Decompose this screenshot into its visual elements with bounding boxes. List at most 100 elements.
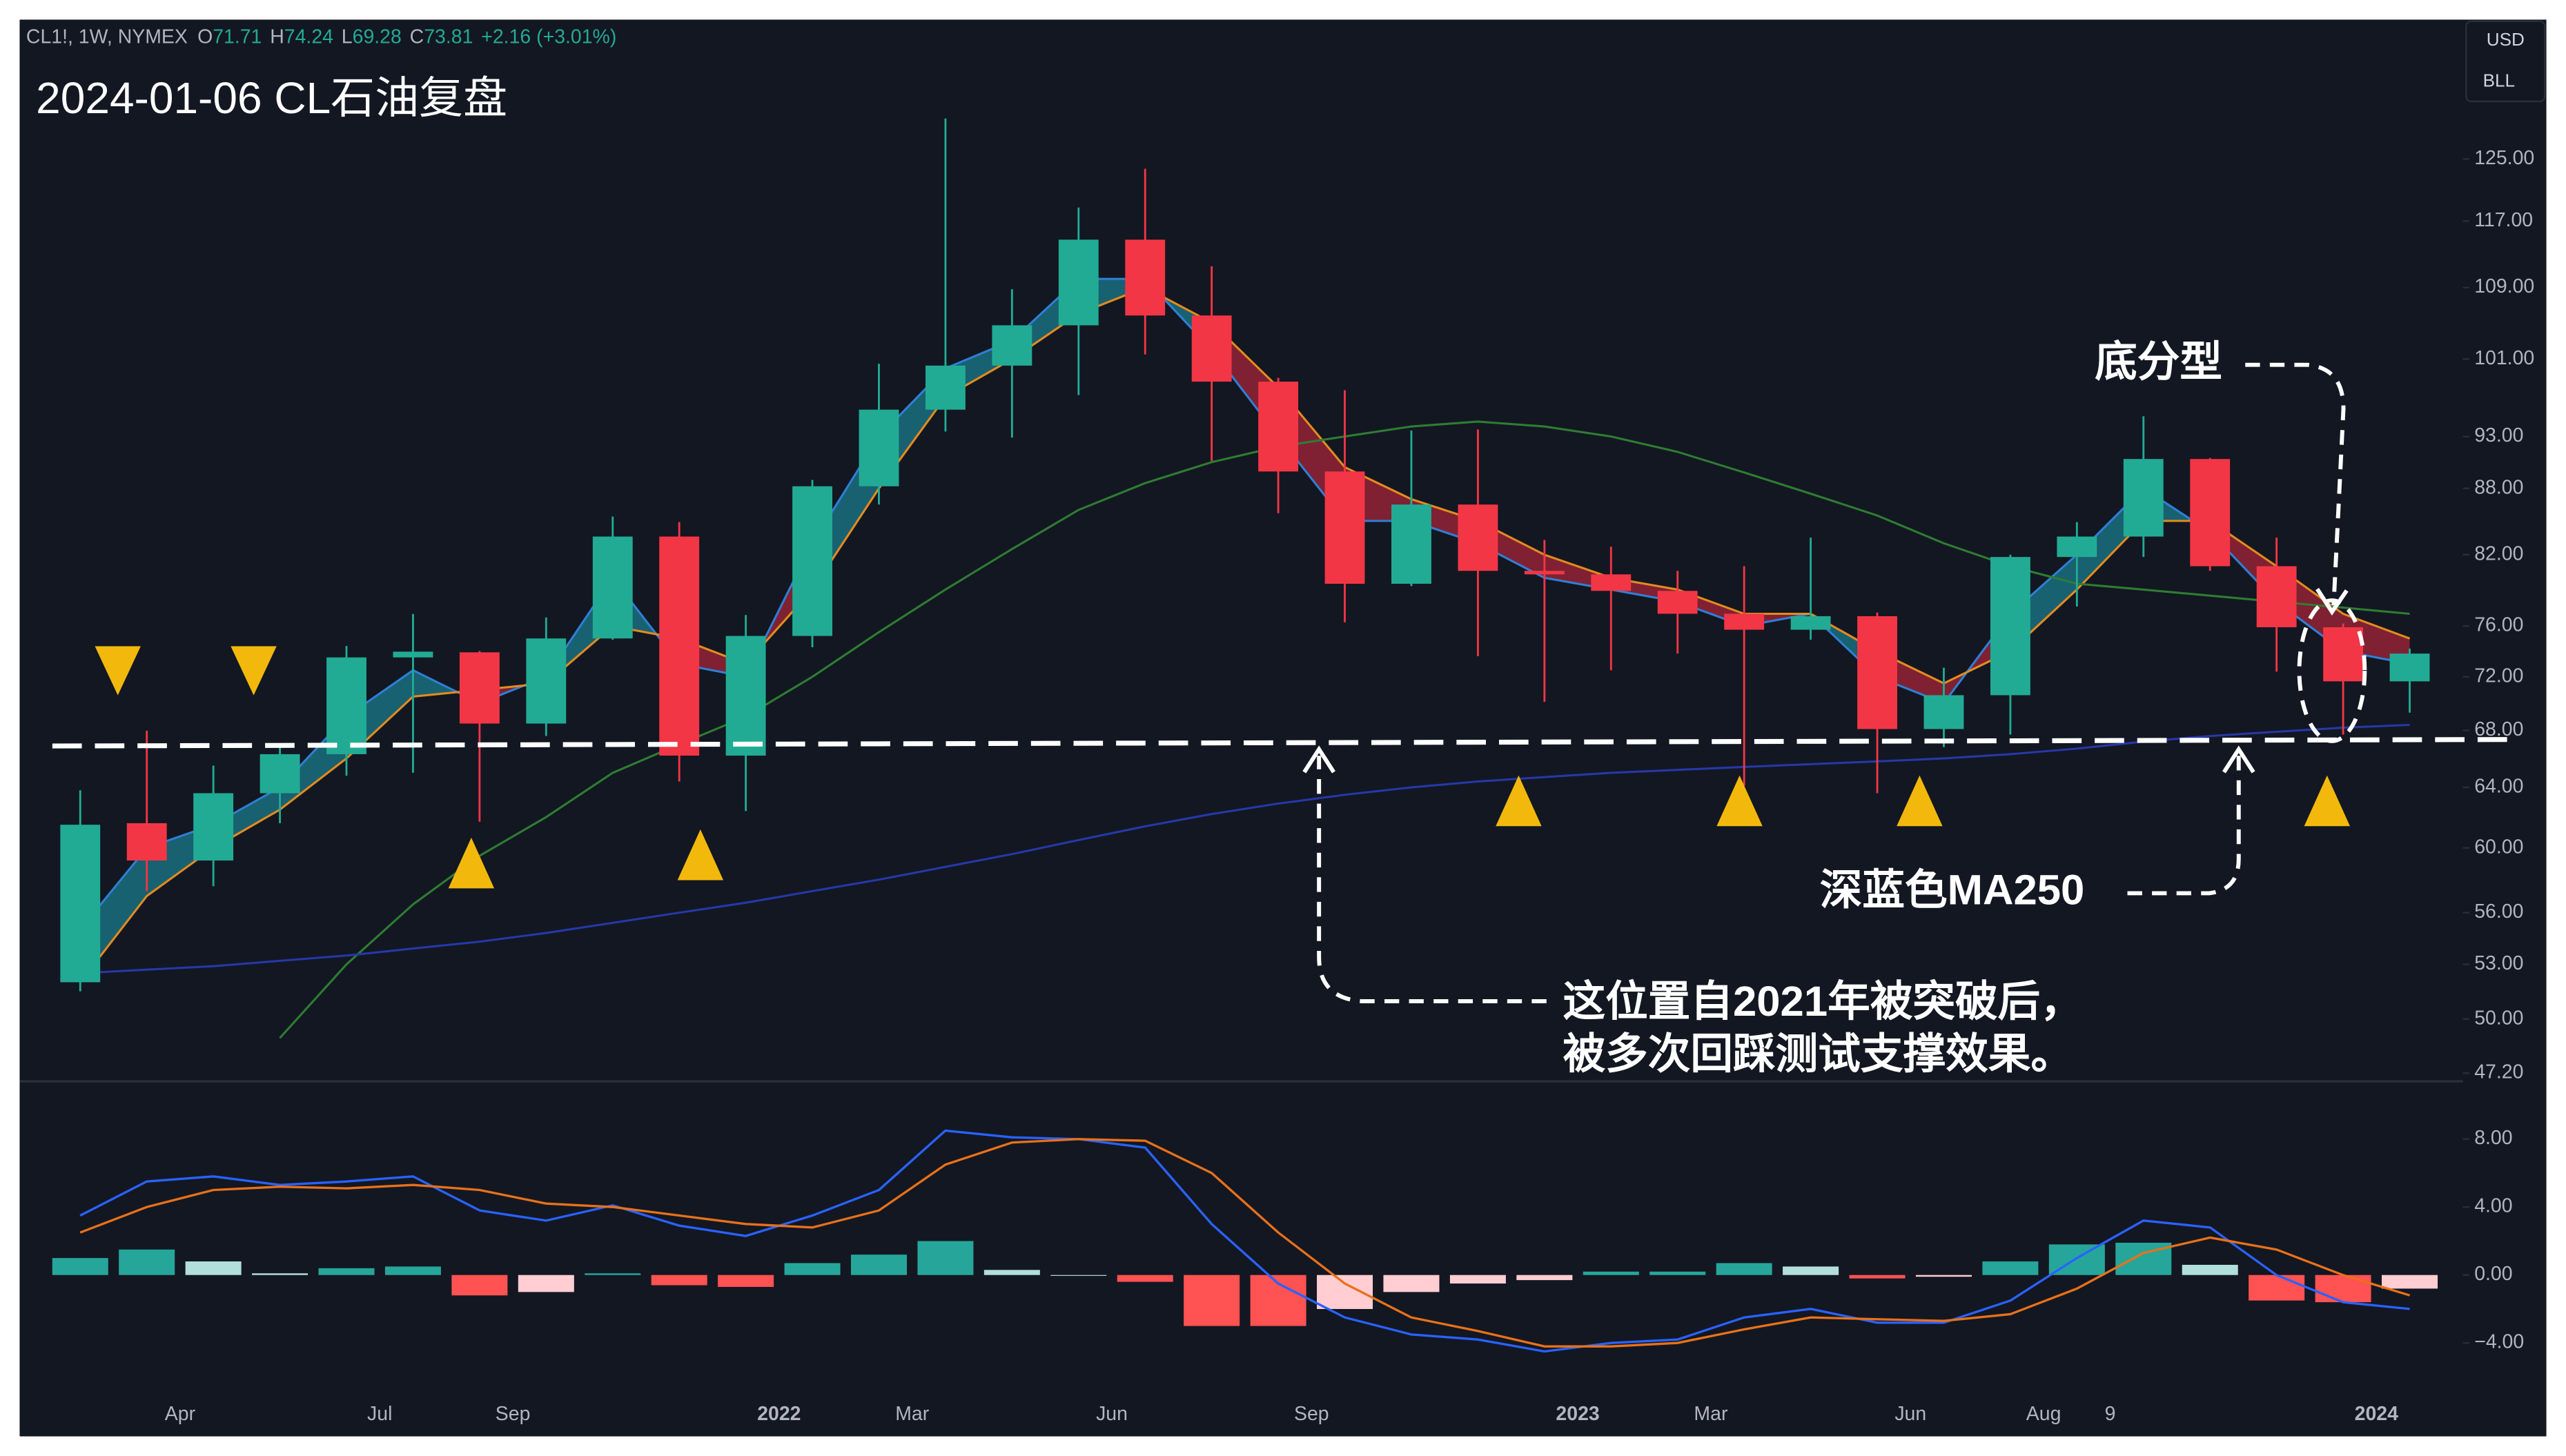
highlight-ellipse	[2297, 598, 2367, 743]
histogram-bar	[2249, 1275, 2305, 1301]
quote-value: 74.24	[284, 26, 333, 48]
histogram-bar	[1783, 1266, 1839, 1275]
pivot-marker	[1716, 775, 1763, 827]
candle-body	[1258, 382, 1299, 472]
histogram-bar	[850, 1255, 908, 1275]
histogram-bar	[1649, 1271, 1706, 1275]
candle-body	[1790, 616, 1831, 630]
candle-body	[1324, 471, 1365, 584]
macd-line	[79, 1129, 2410, 1353]
quote-value: 69.28	[353, 26, 402, 48]
histogram-bar	[651, 1275, 707, 1286]
histogram-bar	[1317, 1275, 1373, 1309]
x-tick-label: Sep	[1294, 1403, 1329, 1425]
y-tick-label: 88.00	[2474, 476, 2523, 498]
unit-label: BLL	[2483, 70, 2515, 90]
candle-body	[1125, 239, 1166, 316]
annotation-layer: 底分型 深蓝色MA250 这位置自2021年被突破后， 被多次回踩测试支撑效果。	[52, 338, 2520, 1078]
candle-body	[2190, 459, 2231, 567]
pivot-marker	[231, 646, 277, 696]
annotation: 这位置自2021年被突破后，	[1563, 978, 2082, 1025]
pivot-marker	[2304, 775, 2351, 827]
x-tick-label: 9	[2105, 1403, 2116, 1425]
x-tick-label: Jul	[367, 1403, 392, 1425]
y-tick-label: 47.20	[2474, 1061, 2523, 1083]
histogram-bar	[718, 1275, 774, 1287]
y-tick-label: 8.00	[2474, 1127, 2512, 1149]
histogram-bar	[983, 1270, 1040, 1275]
quote-label: C	[410, 26, 424, 48]
histogram-bar	[1716, 1263, 1772, 1275]
y-tick-label: 56.00	[2474, 901, 2523, 923]
candle-body	[1058, 239, 1099, 326]
histogram-bar	[2315, 1275, 2371, 1303]
y-tick-label: 60.00	[2474, 836, 2523, 858]
x-tick-label: 2023	[1556, 1403, 1599, 1425]
y-tick-label: 109.00	[2474, 275, 2534, 297]
y-tick-label: 4.00	[2474, 1195, 2512, 1217]
y-tick-label: 76.00	[2474, 614, 2523, 636]
y-tick-label: 0.00	[2474, 1263, 2512, 1285]
annotation: 底分型	[2095, 338, 2222, 386]
candle-body	[1524, 571, 1565, 575]
candle-body	[193, 793, 234, 861]
plot-layer: 47.20 50.00 53.00 56.00 60.00 64.00 68.00 72.00…	[52, 118, 2534, 1425]
candle-body	[126, 823, 167, 861]
y-tick-label: 50.00	[2474, 1007, 2523, 1029]
y-tick-label: 82.00	[2474, 542, 2523, 564]
x-tick-label: 2024	[2355, 1403, 2398, 1425]
histogram-bar	[252, 1273, 308, 1275]
candle-body	[659, 536, 700, 756]
candle-body	[2323, 627, 2364, 682]
candle-body	[1923, 695, 1964, 729]
x-tick-label: Mar	[895, 1403, 929, 1425]
candle-body	[1857, 616, 1897, 729]
symbol: CL1!, 1W, NYMEX	[26, 26, 188, 48]
moving-average	[80, 723, 2410, 974]
candle-body	[859, 409, 899, 486]
histogram-bar	[52, 1258, 108, 1275]
annotation: 深蓝色MA250	[1820, 867, 2085, 914]
candle-body	[1391, 504, 1431, 584]
support-line	[52, 737, 2520, 749]
chart-background	[19, 19, 2547, 1437]
symbol-header: CL1!, 1W, NYMEX O71.71 H74.24 L69.28 C73.81 +…	[26, 26, 616, 48]
x-tick-label: 2022	[757, 1403, 801, 1425]
quote-value: 73.81	[424, 26, 473, 48]
histogram-bar	[1184, 1275, 1240, 1326]
candle-body	[1990, 557, 2030, 696]
histogram-bar	[585, 1273, 641, 1275]
y-tick-label: 93.00	[2474, 424, 2523, 446]
macd-line	[79, 1138, 2411, 1348]
quote-value: 71.71	[213, 26, 262, 48]
unit-box[interactable]	[2465, 20, 2546, 103]
histogram-bar	[2182, 1264, 2238, 1275]
y-tick-label: 53.00	[2474, 952, 2523, 974]
histogram-bar	[2382, 1275, 2438, 1289]
arrow-head	[2222, 745, 2255, 774]
histogram-bar	[518, 1275, 574, 1292]
annotation: 被多次回踩测试支撑效果。	[1563, 1030, 2073, 1078]
pivot-marker	[677, 829, 724, 881]
arrow-head	[1302, 745, 1335, 774]
candle-body	[526, 638, 567, 724]
y-tick-label: 117.00	[2474, 209, 2533, 231]
histogram-bar	[1849, 1275, 1906, 1279]
x-tick-label: Sep	[496, 1403, 531, 1425]
quote-label: O	[197, 26, 213, 48]
candle-body	[459, 652, 500, 724]
candle-body	[725, 636, 766, 756]
candle-body	[992, 325, 1032, 366]
histogram-bar	[1117, 1275, 1173, 1282]
histogram-bar	[1915, 1275, 1972, 1277]
histogram-bar	[119, 1249, 175, 1275]
histogram-bar	[451, 1275, 508, 1296]
arrow-line	[2127, 756, 2241, 896]
histogram-bar	[384, 1266, 441, 1275]
y-tick-label: 101.00	[2474, 347, 2534, 369]
y-tick-label: 125.00	[2474, 147, 2534, 169]
candle-body	[792, 486, 832, 636]
candle-body	[1591, 574, 1632, 591]
